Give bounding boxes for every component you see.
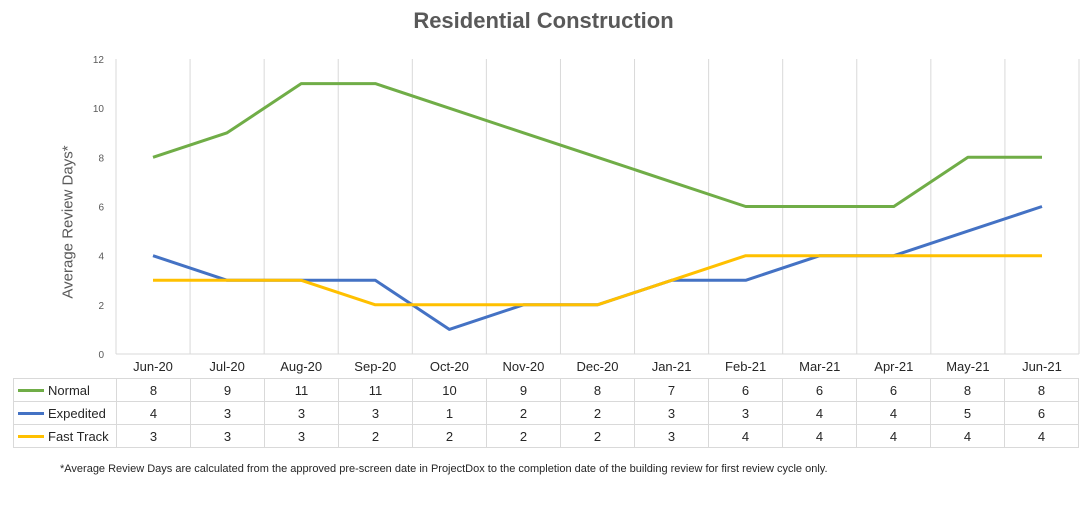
series-line-expedited [152,205,1043,331]
data-table-cell: 4 [782,401,857,425]
footnote: *Average Review Days are calculated from… [60,463,828,475]
data-table-cell: 3 [190,401,265,425]
data-table-row: Fast Track 3 3 3 2 2 2 2 3 4 4 4 4 4 [13,424,1079,448]
legend-entry: Expedited [13,401,117,425]
y-tick-label: 12 [93,55,105,66]
x-tick-label: Apr-21 [874,359,913,374]
data-table-cell: 9 [190,378,265,402]
data-table-cell: 3 [116,424,191,448]
x-tick-label: Nov-20 [502,359,544,374]
legend-label: Fast Track [48,428,109,444]
x-tick-label: Aug-20 [280,359,322,374]
y-tick-label: 6 [98,203,104,214]
data-table: Normal 8 9 11 11 10 9 8 7 6 6 6 8 8 Expedited 4 3 3 3 1 2 2 3 3… [13,378,1079,448]
x-tick-label: Feb-21 [725,359,766,374]
data-table-cell: 4 [708,424,783,448]
y-tick-label: 8 [98,153,104,164]
series-line-normal [152,82,1042,208]
data-table-cell: 4 [782,424,857,448]
y-tick-label: 4 [98,252,104,263]
x-tick-label: Jun-20 [133,359,173,374]
chart-title: Residential Construction [413,8,674,33]
legend-key-line [18,434,44,438]
data-table-cell: 4 [856,424,931,448]
data-table-cell: 2 [486,424,561,448]
legend-label: Expedited [48,405,106,421]
x-tick-label: Sep-20 [354,359,396,374]
data-table-cell: 10 [412,378,487,402]
data-table-cell: 3 [264,424,339,448]
data-table-cell: 8 [560,378,635,402]
data-table-cell: 6 [1004,401,1079,425]
data-table-cell: 8 [116,378,191,402]
data-table-cell: 4 [930,424,1005,448]
data-table-cell: 2 [560,401,635,425]
data-table-row: Normal 8 9 11 11 10 9 8 7 6 6 6 8 8 [13,378,1079,402]
data-table-cell: 9 [486,378,561,402]
data-table-cell: 3 [190,424,265,448]
x-tick-label: Jul-20 [209,359,244,374]
data-table-cell: 2 [338,424,413,448]
x-tick-label: Mar-21 [799,359,840,374]
legend-key-line [18,388,44,392]
data-table-cell: 8 [930,378,1005,402]
data-table-cell: 2 [412,424,487,448]
x-tick-label: May-21 [946,359,989,374]
data-table-cell: 4 [116,401,191,425]
legend-key-line [18,411,44,415]
legend-entry: Fast Track [13,424,117,448]
x-tick-label: Jan-21 [652,359,692,374]
data-table-cell: 3 [634,424,709,448]
data-table-cell: 3 [264,401,339,425]
data-table-cell: 11 [264,378,339,402]
data-table-cell: 3 [708,401,783,425]
data-table-cell: 11 [338,378,413,402]
legend-entry: Normal [13,378,117,402]
data-table-cell: 7 [634,378,709,402]
chart-plot: 0 2 4 6 8 10 12 Jun-20 Jul-20 Aug-20 Sep-20 Oct-20 N… [93,55,1080,374]
y-axis-label: Average Review Days* [59,145,77,299]
y-tick-label: 2 [98,301,104,312]
data-table-cell: 2 [486,401,561,425]
legend-label: Normal [48,382,90,398]
y-tick-label: 0 [98,350,104,361]
data-table-cell: 8 [1004,378,1079,402]
data-table-cell: 3 [634,401,709,425]
data-table-cell: 4 [856,401,931,425]
series-line-fast-track [153,254,1042,307]
data-table-cell: 1 [412,401,487,425]
data-table-row: Expedited 4 3 3 3 1 2 2 3 3 4 4 5 6 [13,401,1079,425]
x-tick-label: Dec-20 [577,359,619,374]
data-table-cell: 3 [338,401,413,425]
x-tick-label: Oct-20 [430,359,469,374]
data-table-cell: 2 [560,424,635,448]
y-tick-label: 10 [93,104,105,115]
data-table-cell: 4 [1004,424,1079,448]
data-table-cell: 5 [930,401,1005,425]
x-tick-label: Jun-21 [1022,359,1062,374]
data-table-cell: 6 [782,378,857,402]
data-table-cell: 6 [708,378,783,402]
data-table-cell: 6 [856,378,931,402]
